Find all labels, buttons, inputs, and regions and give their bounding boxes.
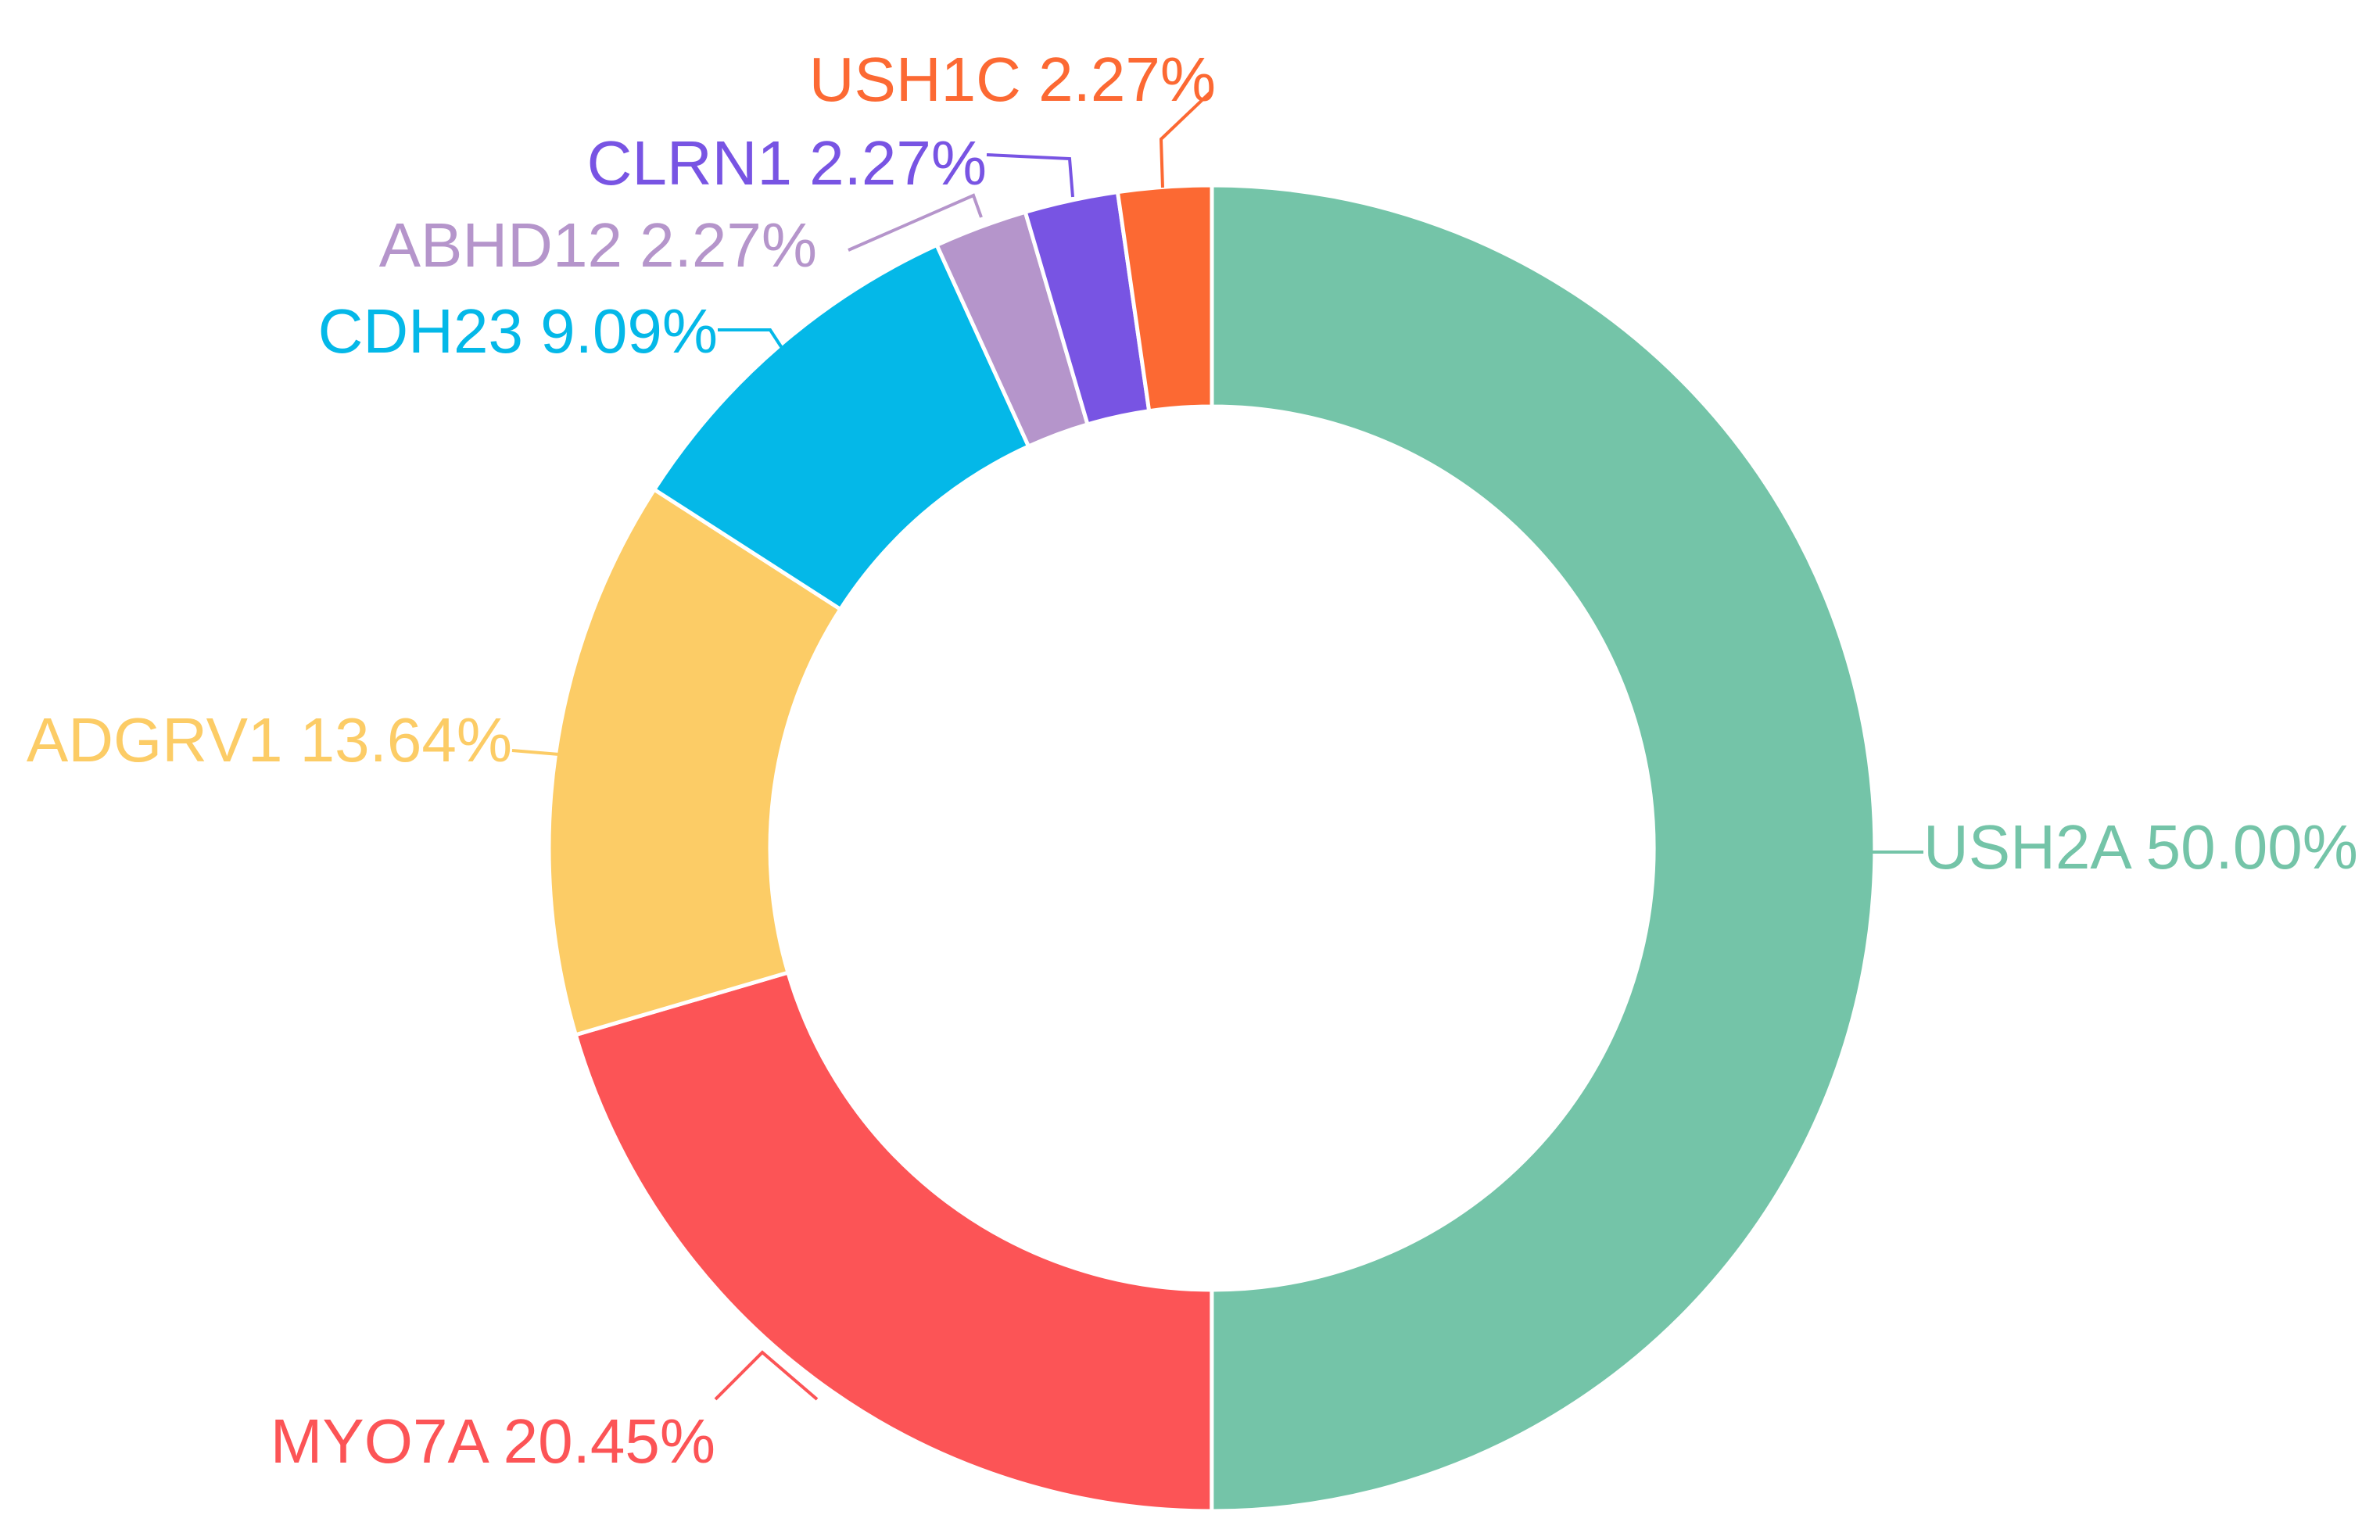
leader-line-abhd12: [848, 193, 983, 252]
slice-label-ush1c: USH1C 2.27%: [809, 45, 1216, 114]
slice-label-abhd12: ABHD12 2.27%: [379, 210, 817, 280]
leader-line-adgrv1: [511, 749, 560, 756]
slice-label-clrn1: CLRN1 2.27%: [587, 128, 987, 198]
slice-adgrv1: [547, 486, 844, 1037]
leader-line-ush1c: [1159, 91, 1212, 188]
slice-label-adgrv1: ADGRV1 13.64%: [27, 705, 512, 775]
leader-line-myo7a: [714, 1350, 819, 1401]
labels-layer: USH2A 50.00% MYO7A 20.45% ADGRV1 13.64% CDH…: [27, 45, 2358, 1476]
leader-line-cdh23: [718, 328, 783, 349]
slice-ush1c: [1115, 183, 1214, 414]
slice-myo7a: [573, 969, 1214, 1513]
leader-lines-layer: [511, 91, 1923, 1401]
slice-label-myo7a: MYO7A 20.45%: [271, 1406, 715, 1476]
leader-line-clrn1: [986, 153, 1074, 198]
slices-layer: [547, 183, 1877, 1513]
slice-ush2a: [1210, 183, 1877, 1513]
slice-label-cdh23: CDH23 9.09%: [318, 296, 718, 366]
slice-label-ush2a: USH2A 50.00%: [1923, 812, 2358, 882]
